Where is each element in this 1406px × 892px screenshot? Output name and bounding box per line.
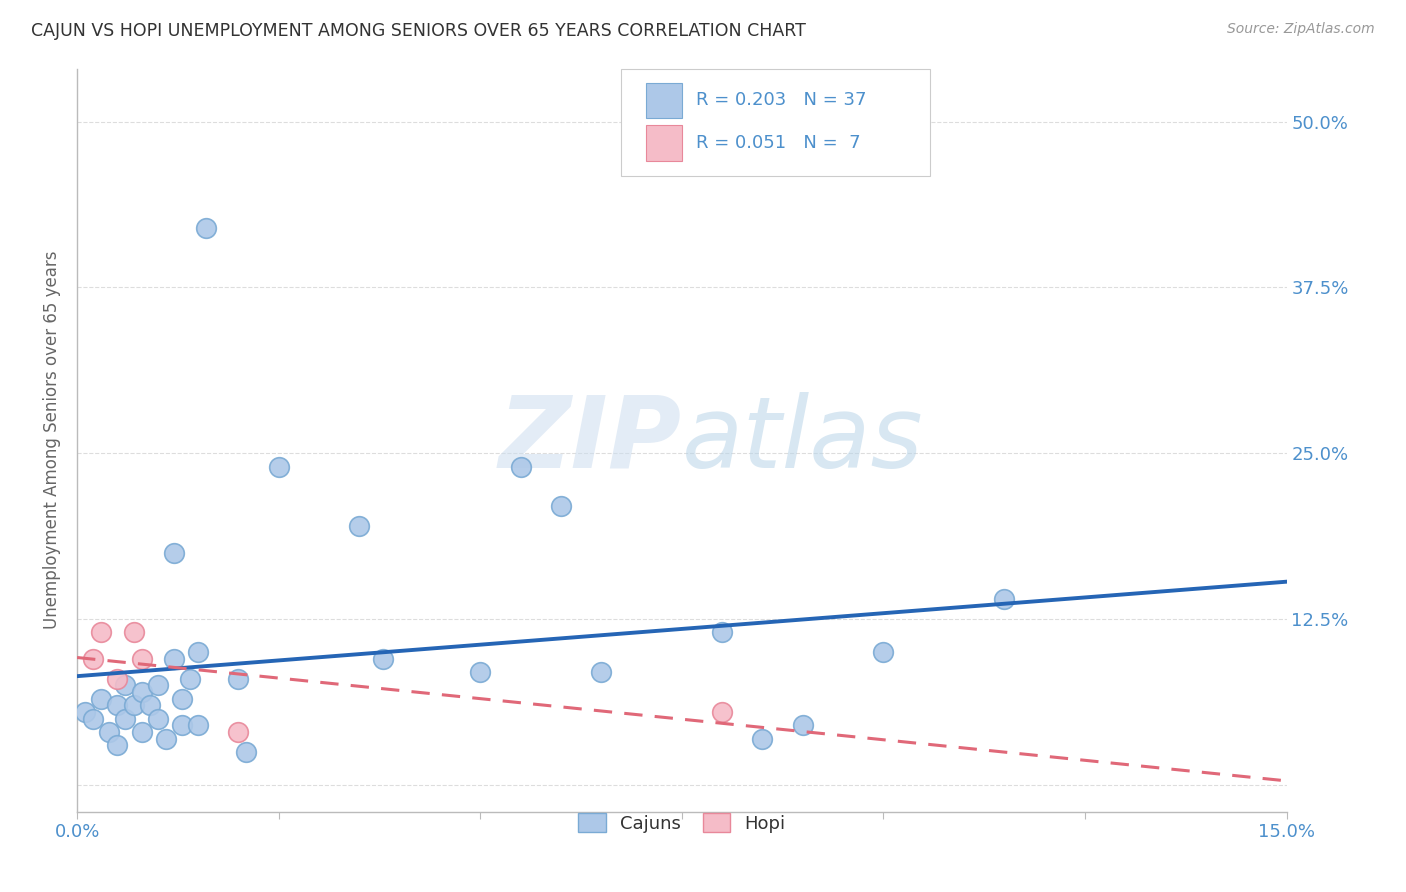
Point [163, 652, 186, 666]
Point [228, 725, 250, 739]
Point [122, 698, 145, 713]
Point [179, 672, 201, 686]
Point [470, 665, 492, 680]
Point [131, 652, 153, 666]
FancyBboxPatch shape [645, 125, 682, 161]
Point [711, 625, 734, 640]
Point [82, 652, 104, 666]
Point [187, 718, 209, 732]
Point [751, 731, 773, 746]
Point [349, 519, 371, 533]
Point [170, 691, 193, 706]
Legend: Cajuns, Hopi: Cajuns, Hopi [568, 802, 796, 843]
Text: atlas: atlas [682, 392, 924, 489]
Point [114, 678, 136, 692]
Point [711, 705, 734, 719]
Point [90, 691, 112, 706]
Point [107, 738, 129, 752]
Text: R = 0.051   N =  7: R = 0.051 N = 7 [696, 134, 860, 152]
Point [267, 459, 290, 474]
Point [792, 718, 814, 732]
Point [170, 718, 193, 732]
Point [993, 592, 1015, 607]
Point [155, 731, 177, 746]
Y-axis label: Unemployment Among Seniors over 65 years: Unemployment Among Seniors over 65 years [44, 251, 60, 629]
Point [146, 678, 169, 692]
Point [98, 725, 121, 739]
FancyBboxPatch shape [621, 69, 929, 177]
Point [138, 698, 160, 713]
Point [114, 712, 136, 726]
Point [131, 725, 153, 739]
Point [107, 698, 129, 713]
Point [228, 672, 250, 686]
Point [122, 625, 145, 640]
Point [872, 645, 894, 659]
Point [146, 712, 169, 726]
Point [235, 745, 257, 759]
FancyBboxPatch shape [645, 83, 682, 119]
Text: CAJUN VS HOPI UNEMPLOYMENT AMONG SENIORS OVER 65 YEARS CORRELATION CHART: CAJUN VS HOPI UNEMPLOYMENT AMONG SENIORS… [31, 22, 806, 40]
Point [550, 500, 572, 514]
Point [187, 645, 209, 659]
Point [107, 672, 129, 686]
Point [131, 685, 153, 699]
Point [82, 712, 104, 726]
Text: R = 0.203   N = 37: R = 0.203 N = 37 [696, 92, 868, 110]
Point [163, 546, 186, 560]
Point [195, 220, 218, 235]
Point [90, 625, 112, 640]
Point [75, 705, 97, 719]
Text: Source: ZipAtlas.com: Source: ZipAtlas.com [1227, 22, 1375, 37]
Point [373, 652, 395, 666]
Point [509, 459, 531, 474]
Text: ZIP: ZIP [499, 392, 682, 489]
Point [591, 665, 613, 680]
